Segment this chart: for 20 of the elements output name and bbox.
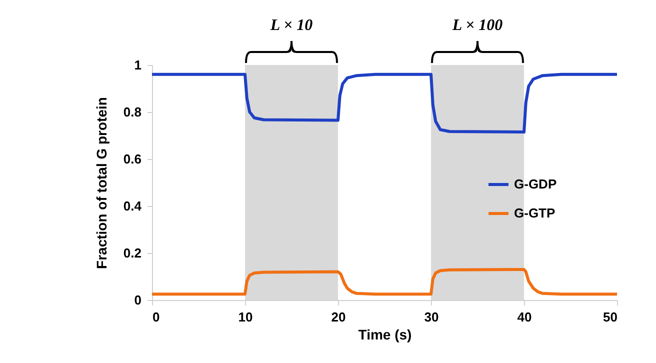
- y-tick-label: 0.8: [123, 104, 142, 120]
- x-tick-label: 50: [603, 310, 618, 324]
- band-label: L × 10: [269, 17, 313, 34]
- band-label: L × 100: [451, 17, 503, 34]
- y-tick-label: 1: [134, 58, 142, 72]
- x-tick-label: 10: [238, 310, 253, 324]
- x-tick-label: 30: [424, 310, 439, 324]
- y-axis-title: Fraction of total G protein: [93, 97, 110, 269]
- line-series: [152, 268, 617, 296]
- y-tick-label: 0.6: [123, 152, 142, 166]
- legend-label: G-GTP: [514, 206, 556, 220]
- line-series: [152, 72, 617, 134]
- x-tick-label: 20: [331, 310, 346, 324]
- x-axis-title: Time (s): [358, 326, 412, 342]
- y-tick-label: 0.2: [123, 246, 142, 260]
- y-tick-label: 0: [134, 292, 142, 308]
- x-tick-label: 40: [517, 310, 532, 324]
- legend-label: G-GDP: [514, 176, 557, 192]
- x-tick-label: 0: [152, 310, 160, 324]
- y-tick-label: 0.4: [123, 198, 142, 214]
